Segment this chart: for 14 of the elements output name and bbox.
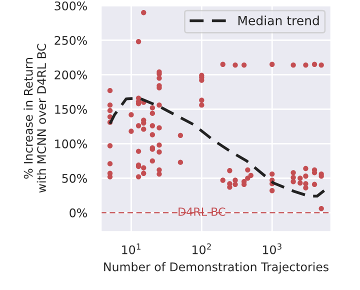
y-tick-label: 0% [70, 208, 87, 218]
x-tick-label: 10$^{3}$ [263, 243, 282, 254]
y-tick-label: 300% [54, 1, 87, 10]
legend-label: Median trend [238, 16, 319, 26]
y-axis-title: % Increase in Return with MCNN over D4RL BC [24, 44, 46, 193]
y-tick-label: 150% [55, 104, 87, 114]
y-tick-label: 100% [55, 139, 87, 148]
y-tick-label: 200% [54, 70, 87, 80]
x-tick-label: 10$^{2}$ [192, 243, 211, 254]
ref-line-label: D4RL BC [178, 208, 226, 216]
x-tick-label: 10$^{1}$ [122, 244, 140, 254]
y-tick-label: 50% [62, 174, 87, 183]
x-axis-title: Number of Demonstration Trajectories [104, 262, 328, 274]
y-tick-label: 250% [54, 36, 87, 45]
